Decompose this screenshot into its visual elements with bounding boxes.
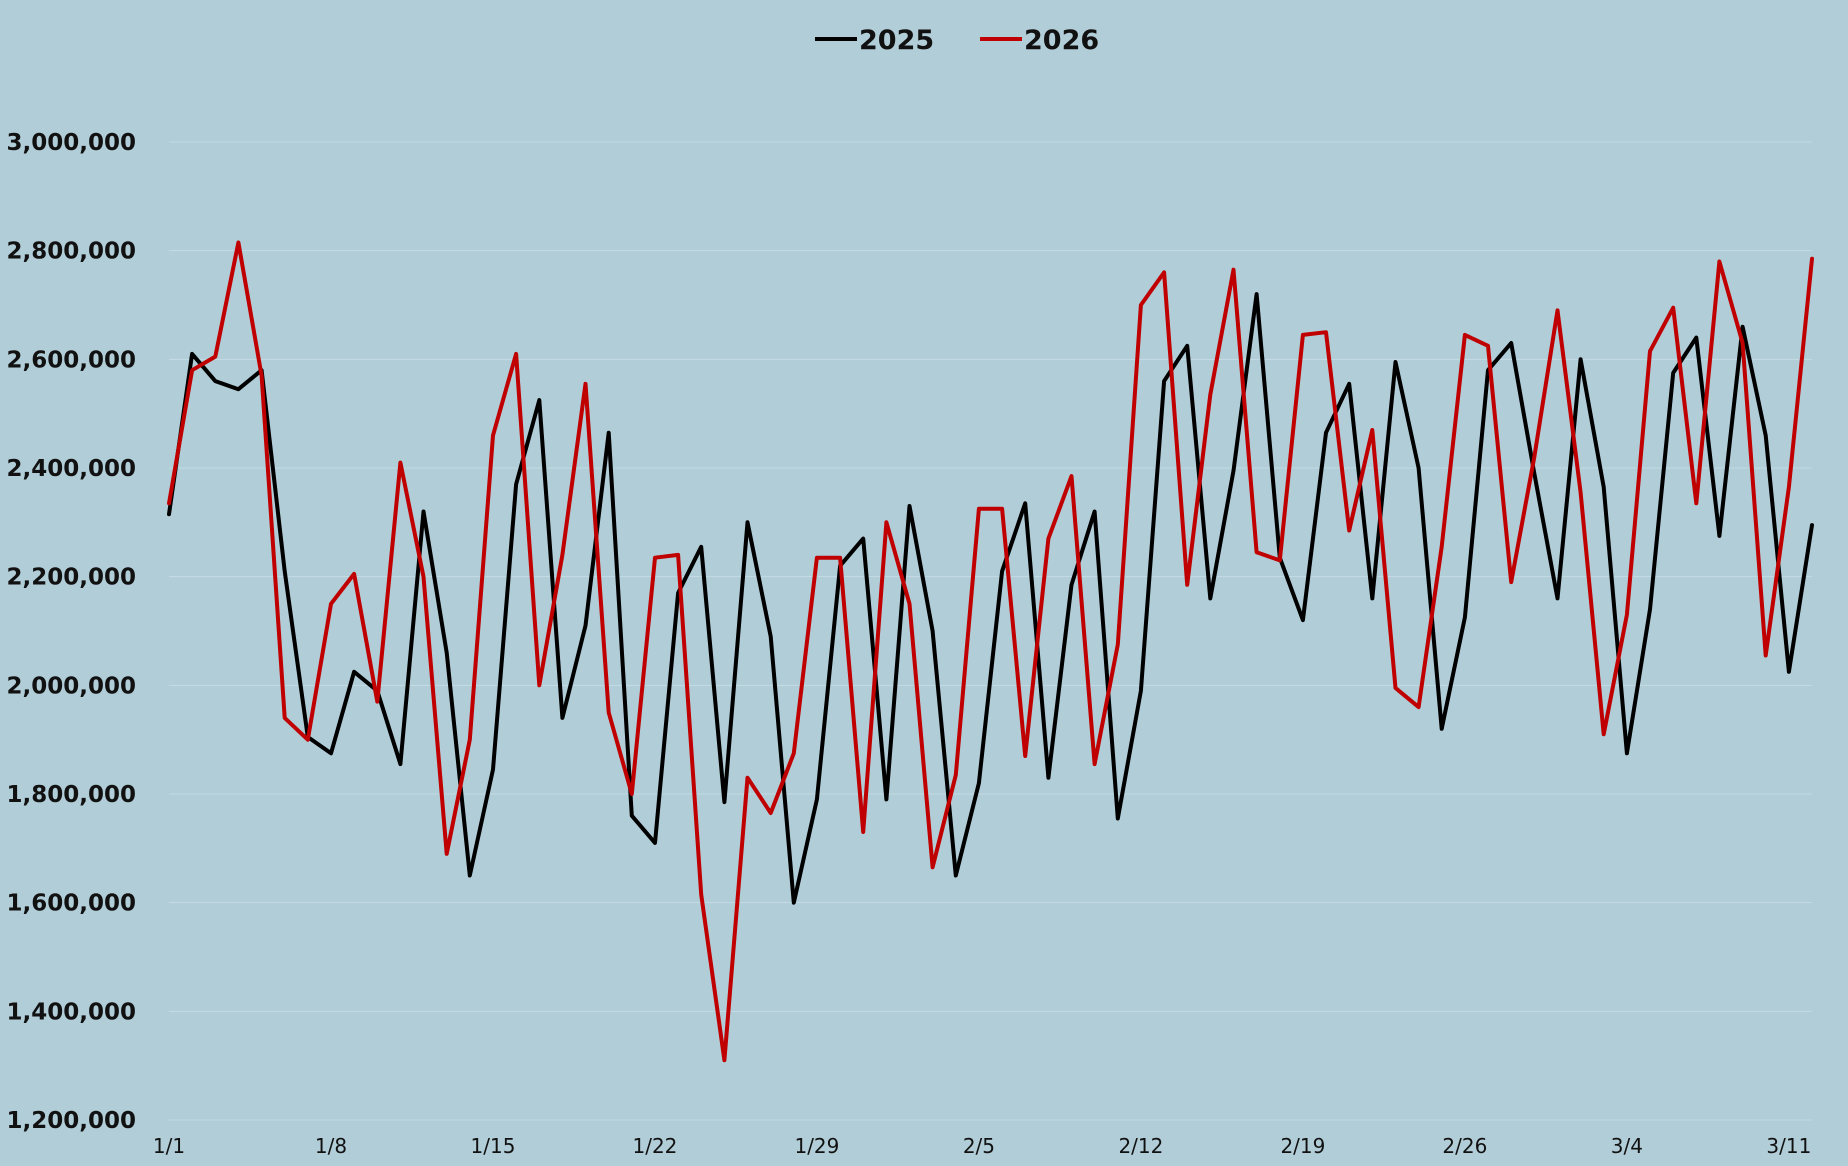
series-lines <box>167 240 1814 1063</box>
y-tick-label: 3,000,000 <box>7 130 137 156</box>
x-tick-label: 2/26 <box>1442 1134 1487 1158</box>
x-tick-label: 1/22 <box>632 1134 677 1158</box>
y-tick-label: 2,600,000 <box>7 347 137 373</box>
series-line-2026 <box>167 240 1814 1063</box>
legend-item-2025: 2025 <box>815 25 934 56</box>
y-tick-label: 1,400,000 <box>7 999 137 1025</box>
x-tick-label: 2/12 <box>1118 1134 1163 1158</box>
legend-label: 2025 <box>859 25 934 56</box>
legend: 2025 2026 <box>815 25 1099 56</box>
y-tick-label: 1,200,000 <box>7 1108 137 1134</box>
x-tick-label: 1/29 <box>794 1134 839 1158</box>
y-tick-label: 2,800,000 <box>7 239 137 265</box>
x-tick-label: 2/5 <box>963 1134 995 1158</box>
x-tick-label: 1/1 <box>153 1134 185 1158</box>
y-tick-label: 1,800,000 <box>7 782 137 808</box>
y-axis-tick-labels: 1,200,000 1,400,000 1,600,000 1,800,000 2,00… <box>7 130 137 1134</box>
y-tick-label: 2,400,000 <box>7 456 137 482</box>
x-tick-label: 1/8 <box>315 1134 347 1158</box>
legend-item-2026: 2026 <box>980 25 1099 56</box>
x-tick-label: 2/19 <box>1280 1134 1325 1158</box>
y-tick-label: 2,000,000 <box>7 673 137 699</box>
y-tick-label: 2,200,000 <box>7 565 137 591</box>
x-tick-label: 3/11 <box>1766 1134 1811 1158</box>
y-tick-label: 1,600,000 <box>7 891 137 917</box>
series-2025 <box>167 292 1814 905</box>
series-2026 <box>167 240 1814 1063</box>
series-line-2025 <box>167 292 1814 905</box>
x-axis-tick-labels: 1/1 1/8 1/15 1/22 1/29 2/5 2/12 2/19 2/26 3/4 3/11 <box>153 1134 1811 1158</box>
x-tick-label: 3/4 <box>1611 1134 1643 1158</box>
x-tick-label: 1/15 <box>471 1134 516 1158</box>
gridlines <box>169 141 1812 1121</box>
legend-label: 2026 <box>1024 25 1099 56</box>
